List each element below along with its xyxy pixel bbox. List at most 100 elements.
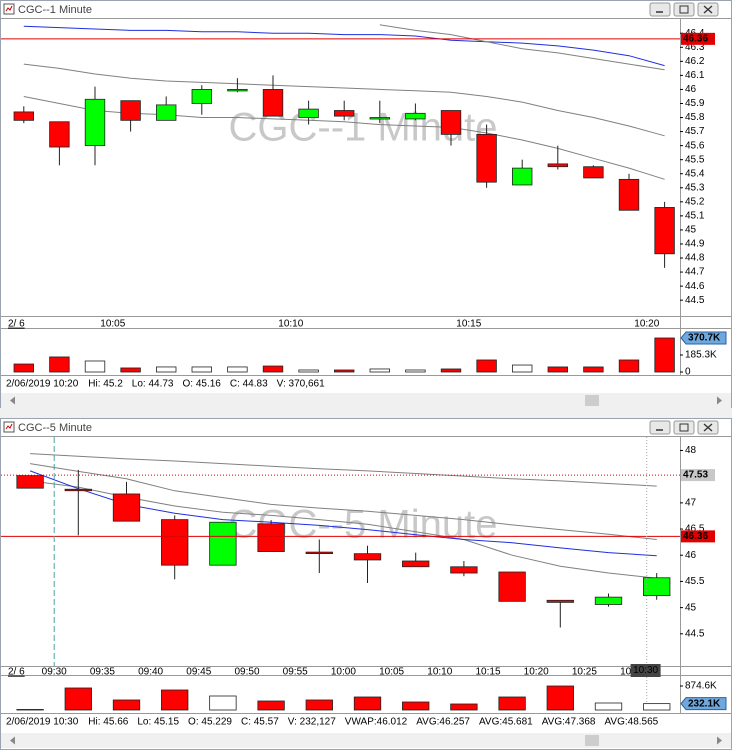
x-tick-label: 10:05 bbox=[100, 319, 125, 330]
volume-tick-label: 185.3K bbox=[685, 350, 717, 361]
y-tick-label: 46.2 bbox=[685, 56, 705, 67]
volume-bar bbox=[654, 337, 675, 373]
maximize-button[interactable] bbox=[673, 2, 695, 17]
volume-bar bbox=[353, 696, 382, 711]
x-tick-label: 10:10 bbox=[278, 319, 303, 330]
candle-body bbox=[334, 110, 355, 117]
volume-tick-label: 874.6K bbox=[685, 681, 717, 692]
candle-body bbox=[405, 112, 426, 120]
candle-body bbox=[547, 163, 568, 168]
volume-bar bbox=[369, 368, 390, 373]
volume-bar bbox=[13, 363, 34, 373]
status-item: 2/06/2019 10:30 bbox=[6, 717, 79, 728]
y-tick-label: 44.5 bbox=[685, 295, 705, 306]
overlay-line bbox=[23, 25, 665, 67]
volume-bar bbox=[161, 689, 189, 711]
candle-body bbox=[498, 571, 526, 602]
volume-bar bbox=[402, 701, 430, 711]
scroll-thumb[interactable] bbox=[585, 395, 599, 406]
x-tick-label: 10:00 bbox=[331, 667, 356, 678]
reference-flag bbox=[681, 32, 715, 45]
candle-body bbox=[476, 133, 497, 183]
candle-body bbox=[227, 89, 248, 92]
candle-body bbox=[49, 121, 70, 148]
y-tick-label: 45 bbox=[685, 602, 697, 613]
status-item: Hi: 45.66 bbox=[88, 717, 128, 728]
scrollbar[interactable] bbox=[1, 393, 731, 408]
status-item: O: 45.229 bbox=[188, 717, 232, 728]
status-item: Hi: 45.2 bbox=[88, 379, 123, 390]
x-tick-label: 09:50 bbox=[234, 667, 259, 678]
y-tick-label: 45.5 bbox=[685, 154, 705, 165]
volume-bar bbox=[298, 369, 319, 373]
minimize-button[interactable] bbox=[649, 2, 671, 17]
candle-body bbox=[305, 551, 333, 554]
status-item: O: 45.16 bbox=[182, 379, 221, 390]
x-tick-label: 10:15 bbox=[475, 667, 500, 678]
status-item: 2/06/2019 10:20 bbox=[6, 379, 79, 390]
maximize-button[interactable] bbox=[673, 420, 695, 435]
x-tick-label: 09:40 bbox=[138, 667, 163, 678]
y-tick-label: 45.9 bbox=[685, 98, 705, 109]
date-label: 2/ 6 bbox=[8, 667, 25, 678]
volume-bar bbox=[49, 356, 70, 373]
status-item: AVG:46.257 bbox=[416, 717, 470, 728]
status-item: VWAP:46.012 bbox=[345, 717, 408, 728]
candle-body bbox=[191, 89, 212, 104]
scroll-left[interactable] bbox=[10, 396, 15, 405]
window-title: CGC--1 Minute bbox=[18, 4, 92, 16]
candle-body bbox=[120, 100, 141, 121]
y-tick-label: 45.2 bbox=[685, 196, 705, 207]
x-tick-label: 09:30 bbox=[42, 667, 67, 678]
y-tick-label: 44.7 bbox=[685, 267, 705, 278]
y-tick-label: 48 bbox=[685, 445, 697, 456]
candle-body bbox=[298, 108, 319, 118]
candle-body bbox=[618, 178, 640, 211]
scroll-thumb[interactable] bbox=[585, 735, 599, 746]
reference-label: 47.53 bbox=[683, 470, 708, 481]
scroll-left[interactable] bbox=[10, 736, 15, 745]
status-item: AVG:45.681 bbox=[479, 717, 533, 728]
volume-bar bbox=[618, 359, 640, 373]
y-tick-label: 46.1 bbox=[685, 70, 705, 81]
candle-body bbox=[546, 599, 574, 603]
x-tick-label: 09:35 bbox=[90, 667, 115, 678]
date-label: 2/ 6 bbox=[8, 319, 25, 330]
y-tick-label: 45.6 bbox=[685, 140, 705, 151]
minimize-button[interactable] bbox=[649, 420, 671, 435]
y-tick-label: 47 bbox=[685, 497, 697, 508]
volume-bar bbox=[305, 699, 333, 711]
candle-body bbox=[402, 560, 430, 568]
candle-body bbox=[209, 521, 237, 566]
window-icon-glyph bbox=[5, 5, 13, 12]
volume-bar bbox=[64, 687, 92, 711]
volume-bar bbox=[334, 369, 355, 373]
candle-body bbox=[440, 110, 462, 135]
y-tick-label: 44.9 bbox=[685, 239, 705, 250]
y-tick-label: 44.8 bbox=[685, 253, 705, 264]
volume-flag bbox=[680, 697, 727, 711]
window-frame bbox=[0, 0, 732, 408]
scroll-right[interactable] bbox=[717, 736, 722, 745]
overlay-line bbox=[379, 24, 665, 71]
volume-bar bbox=[594, 702, 623, 711]
scroll-right[interactable] bbox=[717, 396, 722, 405]
volume-bar bbox=[440, 368, 462, 373]
x-tick-label: 10:20 bbox=[634, 319, 659, 330]
close-glyph bbox=[703, 423, 713, 432]
candle-body bbox=[643, 577, 671, 597]
volume-bar bbox=[156, 366, 177, 373]
status-item: C: 44.83 bbox=[230, 379, 268, 390]
reference-flag bbox=[681, 469, 715, 482]
status-item: V: 232,127 bbox=[288, 717, 336, 728]
y-tick-label: 46.5 bbox=[685, 524, 705, 535]
window-icon-glyph bbox=[5, 423, 13, 430]
volume-bar bbox=[547, 366, 568, 373]
reference-label: 46.36 bbox=[683, 33, 708, 44]
scrollbar[interactable] bbox=[1, 733, 731, 748]
volume-tick-label: 0 bbox=[685, 367, 691, 378]
status-item: Lo: 44.73 bbox=[132, 379, 174, 390]
x-tick-label: 10:15 bbox=[456, 319, 481, 330]
candle-body bbox=[13, 111, 34, 121]
status-item: AVG:47.368 bbox=[542, 717, 596, 728]
